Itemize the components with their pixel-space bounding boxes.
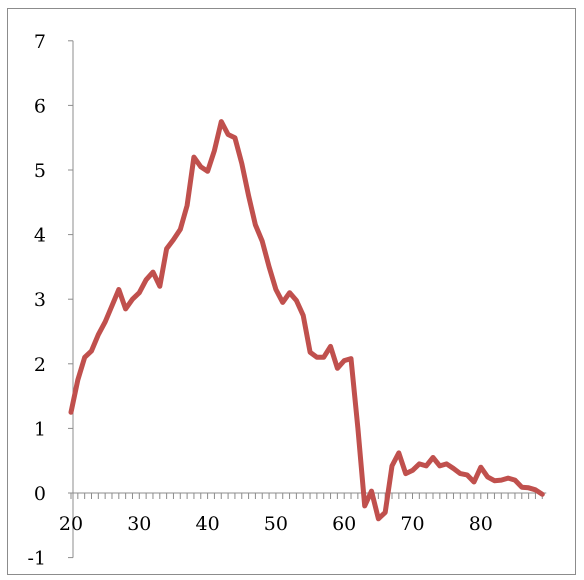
- y-tick-label: 7: [34, 31, 46, 53]
- y-tick-label: 2: [34, 354, 46, 376]
- x-tick-label: 30: [127, 513, 151, 535]
- y-tick-label: 5: [34, 160, 46, 182]
- x-tick-label: 80: [469, 513, 493, 535]
- series-line: [68, 119, 545, 522]
- y-tick-label: 4: [34, 225, 46, 247]
- y-tick-label: 6: [34, 95, 46, 117]
- y-tick-label: 1: [34, 418, 46, 440]
- x-tick-label: 20: [59, 513, 83, 535]
- x-tick-label: 70: [400, 513, 424, 535]
- plot-series: [68, 119, 545, 522]
- x-tick-label: 50: [264, 513, 288, 535]
- y-tick-label: -1: [27, 548, 46, 570]
- tick-labels: -1 0 1 2 3 4 5 6 7 20 30 40 50 60 70 80: [27, 31, 492, 570]
- y-tick-label: 0: [34, 483, 46, 505]
- x-tick-label: 60: [332, 513, 356, 535]
- y-tick-label: 3: [34, 289, 46, 311]
- x-tick-label: 40: [196, 513, 220, 535]
